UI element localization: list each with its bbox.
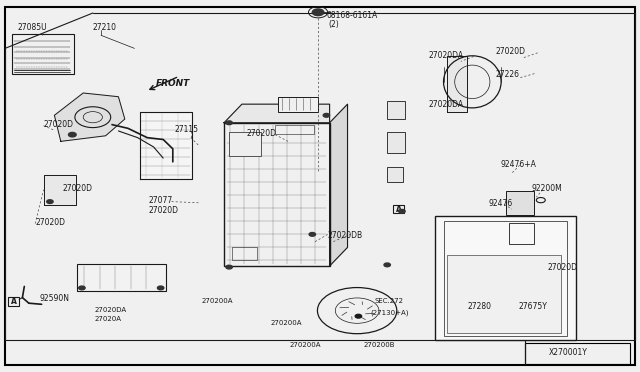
Text: 27226: 27226	[496, 70, 520, 79]
Circle shape	[384, 263, 390, 267]
Text: 92476+A: 92476+A	[500, 160, 536, 169]
Text: 27020D: 27020D	[148, 206, 179, 215]
Bar	[393, 205, 404, 213]
Text: 27675Y: 27675Y	[518, 302, 547, 311]
Bar	[12, 34, 74, 74]
Polygon shape	[447, 56, 467, 112]
Text: 27280: 27280	[467, 302, 492, 311]
Text: X270001Y: X270001Y	[549, 348, 588, 357]
Circle shape	[226, 265, 232, 269]
Bar	[387, 101, 405, 119]
Text: SEC.272: SEC.272	[374, 298, 403, 304]
Text: 270200A: 270200A	[202, 298, 233, 304]
Polygon shape	[44, 175, 76, 205]
Text: 27020D: 27020D	[35, 218, 65, 227]
Circle shape	[399, 209, 405, 213]
Circle shape	[79, 286, 85, 290]
Text: 27115: 27115	[175, 125, 199, 134]
Text: 27085U: 27085U	[18, 23, 47, 32]
Text: 270200B: 270200B	[364, 342, 395, 348]
Text: 27020D: 27020D	[63, 185, 93, 193]
Text: 92590N: 92590N	[40, 294, 70, 303]
Text: 27020D: 27020D	[44, 120, 74, 129]
Text: 92476: 92476	[488, 199, 513, 208]
Text: 27020DA: 27020DA	[95, 307, 127, 312]
Text: FRONT: FRONT	[156, 79, 190, 88]
Bar	[8, 297, 19, 306]
Text: 270200A: 270200A	[270, 320, 301, 326]
Text: 92200M: 92200M	[531, 185, 562, 193]
Text: 27077: 27077	[148, 196, 173, 205]
Text: 27020DA: 27020DA	[429, 100, 464, 109]
Text: 27020D: 27020D	[496, 47, 526, 56]
Text: 27020D: 27020D	[246, 129, 276, 138]
Bar	[525, 343, 630, 364]
Text: 08168-6161A: 08168-6161A	[326, 11, 378, 20]
Circle shape	[312, 9, 324, 16]
Text: 27020DB: 27020DB	[328, 231, 363, 240]
Text: 27020D: 27020D	[547, 263, 577, 272]
Bar	[509, 223, 534, 244]
Text: 27210: 27210	[93, 23, 116, 32]
Circle shape	[226, 121, 232, 125]
Bar	[506, 191, 534, 215]
Polygon shape	[140, 112, 192, 179]
Polygon shape	[224, 104, 330, 123]
Bar	[447, 255, 561, 333]
Circle shape	[68, 132, 76, 137]
Bar	[232, 247, 257, 260]
Circle shape	[157, 286, 164, 290]
Bar	[387, 167, 403, 182]
Circle shape	[309, 232, 316, 236]
Text: 27020A: 27020A	[95, 316, 122, 322]
Text: 270200A: 270200A	[289, 342, 321, 348]
Bar	[444, 221, 567, 336]
Bar	[435, 216, 576, 340]
Bar	[229, 132, 261, 156]
Text: A: A	[396, 205, 402, 214]
Polygon shape	[330, 104, 348, 266]
Bar	[275, 125, 314, 134]
Circle shape	[47, 200, 53, 203]
Text: 27020DA: 27020DA	[429, 51, 464, 60]
Bar	[77, 264, 166, 291]
Bar	[387, 132, 405, 153]
Circle shape	[355, 314, 362, 318]
Text: (27130+A): (27130+A)	[370, 310, 408, 317]
Circle shape	[323, 113, 330, 117]
Bar	[224, 123, 330, 266]
Polygon shape	[54, 93, 125, 141]
Text: A: A	[10, 297, 17, 306]
Bar	[278, 97, 318, 112]
Text: (2): (2)	[328, 20, 339, 29]
